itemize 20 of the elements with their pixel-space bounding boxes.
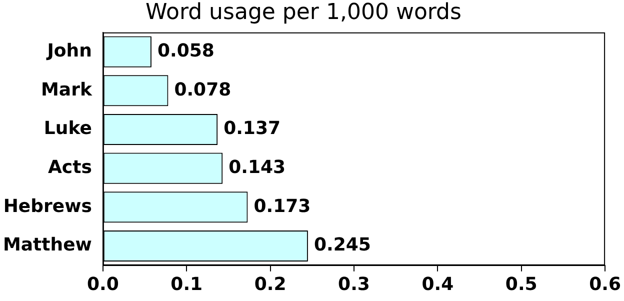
y-tick-label: John	[45, 40, 92, 62]
data-label: 0.137	[224, 118, 281, 140]
chart-title: Word usage per 1,000 words	[146, 0, 462, 25]
y-tick-label: Mark	[41, 79, 93, 100]
y-tick-label: Hebrews	[3, 196, 92, 217]
y-tick-label: Matthew	[2, 234, 92, 256]
x-tick-label: 0.4	[422, 274, 454, 295]
data-label: 0.173	[254, 196, 311, 217]
y-tick-label: Acts	[48, 156, 92, 178]
x-tick-label: 0.3	[338, 274, 370, 295]
x-tick-label: 0.1	[170, 274, 203, 295]
data-label: 0.078	[174, 79, 232, 100]
data-label: 0.143	[228, 156, 286, 178]
x-tick-label: 0.2	[254, 274, 286, 295]
x-tick-label: 0.5	[505, 274, 538, 295]
x-tick-label: 0.6	[589, 274, 621, 295]
data-label: 0.245	[314, 234, 371, 256]
data-label: 0.058	[157, 40, 214, 62]
y-tick-label: Luke	[44, 118, 92, 140]
x-tick-label: 0.0	[86, 274, 119, 295]
